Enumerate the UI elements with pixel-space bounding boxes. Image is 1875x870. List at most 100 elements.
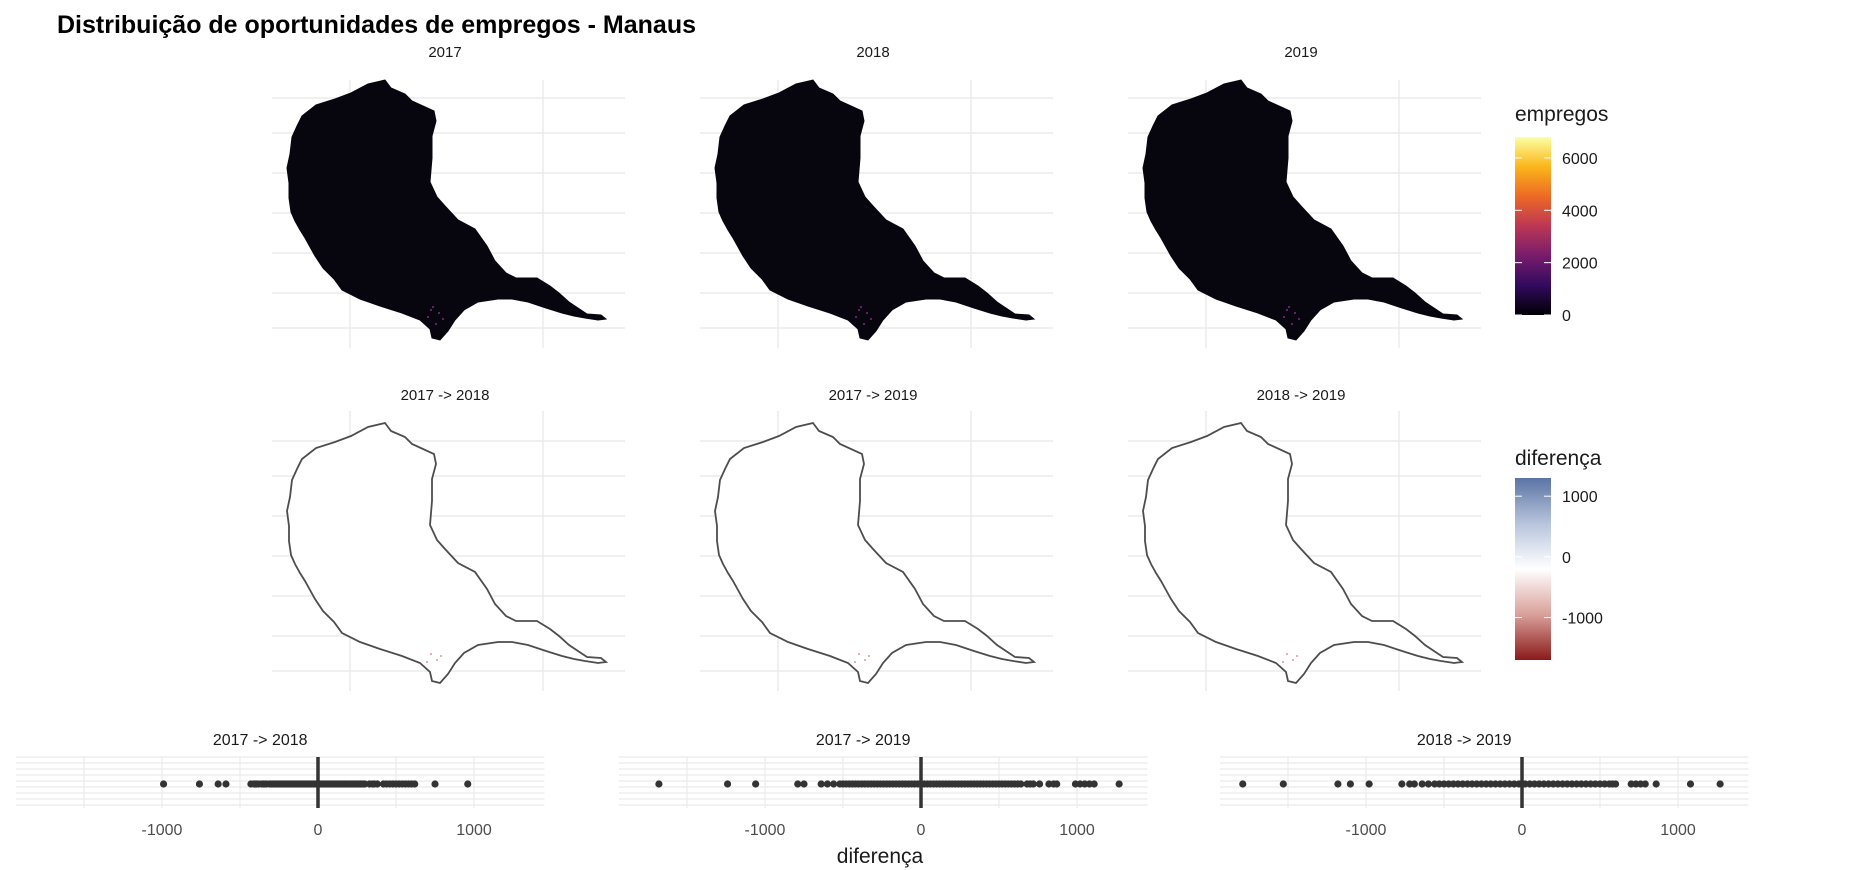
diff-cell (1286, 653, 1288, 655)
hotspot-cell (863, 323, 865, 325)
diff-cell (1296, 655, 1298, 657)
x-tick-label: 1000 (1660, 822, 1696, 839)
map-panel-2018: 2018 (700, 44, 1053, 348)
data-point (464, 780, 472, 788)
data-point (431, 780, 439, 788)
legend-tick-label: 4000 (1562, 203, 1598, 220)
hotspot-cell (860, 306, 862, 308)
hotspot-cell (442, 318, 444, 320)
diff-cell (868, 655, 870, 657)
data-point (1612, 780, 1620, 788)
hotspot-cell (866, 312, 868, 314)
strip-panel-2017 -> 2018: 2017 -> 2018 -1000 0 1000 (16, 732, 545, 839)
data-point (1029, 780, 1037, 788)
manaus-map-fill (714, 79, 1036, 341)
legend-title: empregos (1515, 103, 1608, 126)
data-point (1424, 780, 1432, 788)
legend-tick-label: 1000 (1562, 489, 1598, 506)
panel-label: 2018 -> 2019 (1257, 387, 1346, 404)
map-panels-diferenca: 2017 -> 2018 2017 -> 2019 2018 -> 2019 (272, 387, 1481, 691)
legend-tick-label: 2000 (1562, 256, 1598, 273)
legend-colorbar (1515, 478, 1551, 660)
x-tick-label: 0 (1518, 822, 1527, 839)
data-point (1017, 780, 1025, 788)
panel-label: 2017 -> 2019 (816, 732, 911, 749)
data-point (1418, 780, 1426, 788)
data-point (1652, 780, 1660, 788)
data-point (817, 780, 825, 788)
manaus-map-outline (1142, 421, 1465, 685)
legend-title: diferença (1515, 447, 1602, 470)
diff-cell (858, 653, 860, 655)
panel-label: 2017 -> 2019 (829, 387, 918, 404)
data-point (800, 780, 808, 788)
legend-tick-label: -1000 (1562, 611, 1603, 628)
data-point (723, 780, 732, 788)
data-point (1035, 780, 1044, 788)
panel-label: 2017 -> 2018 (213, 732, 308, 749)
strip-panel-2018 -> 2019: 2018 -> 2019 -1000 0 1000 (1220, 732, 1749, 839)
legend-tick-label: 0 (1562, 308, 1571, 325)
data-point (1090, 780, 1098, 788)
chart-title: Distribuição de oportunidades de emprego… (57, 11, 696, 39)
manaus-map-outline (286, 421, 609, 685)
hotspot-cell (1283, 316, 1285, 318)
manaus-map-fill (1142, 79, 1464, 341)
hotspot-cell (430, 309, 432, 311)
data-point (1279, 780, 1287, 788)
diff-cell (1282, 661, 1284, 663)
diff-map-panel-2017 -> 2018: 2017 -> 2018 (272, 387, 625, 691)
diff-cell (1292, 659, 1294, 661)
data-point (1346, 780, 1354, 788)
x-tick-label: -1000 (1346, 822, 1387, 839)
diff-map-panel-2018 -> 2019: 2018 -> 2019 (1128, 387, 1481, 691)
map-panel-2019: 2019 (1128, 44, 1481, 348)
data-point (222, 780, 230, 788)
data-point (1686, 780, 1695, 788)
diff-cell (426, 661, 428, 663)
hotspot-cell (1291, 323, 1293, 325)
x-tick-label: -1000 (745, 822, 786, 839)
data-point (1410, 780, 1418, 788)
scatter-strip-panels: 2017 -> 2018 -1000 0 1000 2017 -> 2019 -1000 0… (16, 732, 1749, 839)
x-axis-label: diferença (837, 845, 924, 868)
data-point (1115, 780, 1123, 788)
data-point (1239, 780, 1247, 788)
data-point (214, 780, 222, 788)
panel-label: 2017 (428, 44, 461, 61)
x-tick-label: 1000 (456, 822, 492, 839)
data-point (655, 780, 663, 788)
data-point (794, 780, 802, 788)
diff-cell (440, 655, 442, 657)
hotspot-cell (1294, 312, 1296, 314)
hotspot-cell (1286, 309, 1288, 311)
diff-cell (436, 659, 438, 661)
x-tick-label: 1000 (1059, 822, 1095, 839)
data-point (823, 780, 832, 788)
data-point (752, 780, 760, 788)
data-point (159, 780, 168, 788)
x-tick-label: 0 (917, 822, 926, 839)
panel-label: 2019 (1284, 44, 1317, 61)
panel-label: 2017 -> 2018 (401, 387, 490, 404)
legend-colorbar (1515, 137, 1551, 315)
data-point (1334, 780, 1342, 788)
map-panels-empregos: 2017 2018 2019 (272, 44, 1481, 348)
manaus-map-outline (714, 421, 1037, 685)
diff-map-panel-2017 -> 2019: 2017 -> 2019 (700, 387, 1053, 691)
hotspot-cell (858, 309, 860, 311)
hotspot-cell (427, 316, 429, 318)
legend-tick-label: 0 (1562, 550, 1571, 567)
hotspot-cell (1288, 306, 1290, 308)
hotspot-cell (870, 318, 872, 320)
legend-tick-label: 6000 (1562, 151, 1598, 168)
data-point (373, 780, 381, 788)
manaus-map-fill (286, 79, 608, 341)
legend-diferenca: diferença 1000 0 -1000 (1515, 447, 1603, 660)
data-point (1641, 780, 1649, 788)
hotspot-cell (435, 323, 437, 325)
diff-cell (430, 653, 432, 655)
legend-empregos: empregos 6000 4000 2000 0 (1515, 103, 1608, 325)
data-point (411, 780, 419, 788)
